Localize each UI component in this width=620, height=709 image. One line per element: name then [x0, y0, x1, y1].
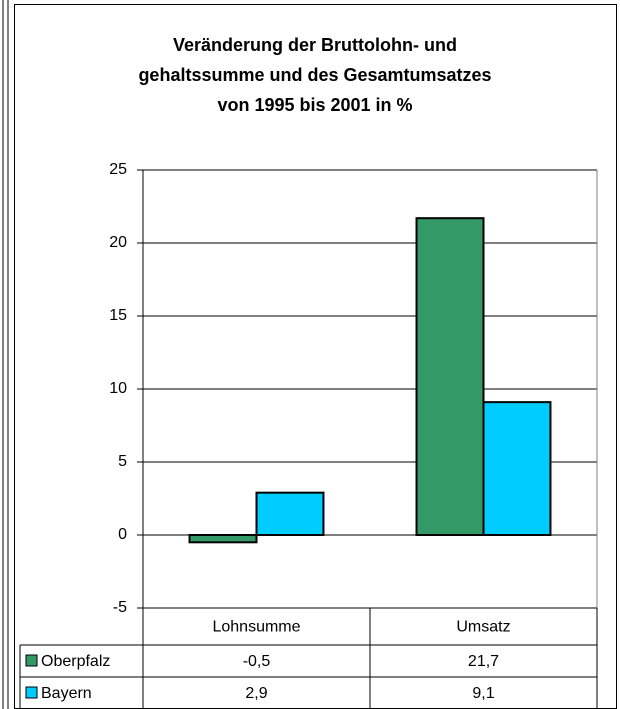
bar — [482, 401, 552, 537]
x-tick-label: Umsatz — [456, 619, 510, 636]
table-value: 9,1 — [472, 685, 494, 702]
y-tick-label: 15 — [109, 307, 127, 324]
table-value: 21,7 — [468, 653, 499, 670]
y-tick-label: 25 — [109, 161, 127, 178]
legend-label: Oberpfalz — [41, 653, 110, 670]
bar — [188, 534, 258, 544]
bar — [415, 217, 485, 536]
x-tick-label: Lohnsumme — [212, 619, 300, 636]
legend-label: Bayern — [41, 685, 92, 702]
y-tick-label: -5 — [113, 599, 127, 616]
table-value: 2,9 — [245, 685, 267, 702]
table-value: -0,5 — [243, 653, 271, 670]
legend-swatch — [25, 654, 38, 667]
legend-swatch — [25, 686, 38, 699]
chart-title: Veränderung der Bruttolohn- und gehaltss… — [138, 35, 492, 115]
bar — [255, 491, 325, 537]
y-tick-label: 10 — [109, 380, 127, 397]
y-tick-label: 5 — [118, 453, 127, 470]
y-tick-label: 0 — [118, 526, 127, 543]
y-tick-label: 20 — [109, 234, 127, 251]
